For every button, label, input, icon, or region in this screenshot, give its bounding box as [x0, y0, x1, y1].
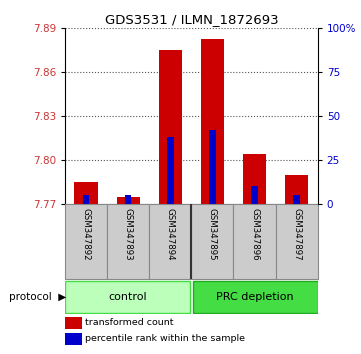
- Text: GSM347894: GSM347894: [166, 208, 175, 260]
- Text: transformed count: transformed count: [85, 318, 174, 327]
- FancyBboxPatch shape: [193, 281, 318, 313]
- Bar: [251, 186, 258, 204]
- FancyBboxPatch shape: [65, 316, 82, 329]
- Text: percentile rank within the sample: percentile rank within the sample: [85, 334, 245, 343]
- FancyBboxPatch shape: [65, 281, 190, 313]
- FancyBboxPatch shape: [107, 204, 149, 279]
- Bar: [209, 130, 216, 204]
- Text: protocol  ▶: protocol ▶: [9, 292, 67, 302]
- Text: GSM347892: GSM347892: [82, 208, 91, 260]
- Bar: [125, 195, 131, 204]
- Text: control: control: [108, 292, 147, 302]
- FancyBboxPatch shape: [65, 333, 82, 345]
- Text: GSM347893: GSM347893: [124, 208, 132, 260]
- Bar: [243, 154, 266, 204]
- FancyBboxPatch shape: [65, 204, 107, 279]
- Text: PRC depletion: PRC depletion: [216, 292, 294, 302]
- FancyBboxPatch shape: [149, 204, 191, 279]
- Bar: [167, 137, 174, 204]
- FancyBboxPatch shape: [275, 204, 318, 279]
- FancyBboxPatch shape: [191, 204, 234, 279]
- Bar: [74, 182, 97, 204]
- Text: GSM347897: GSM347897: [292, 208, 301, 260]
- FancyBboxPatch shape: [234, 204, 275, 279]
- Bar: [293, 195, 300, 204]
- Bar: [285, 175, 308, 204]
- Title: GDS3531 / ILMN_1872693: GDS3531 / ILMN_1872693: [105, 13, 278, 26]
- Bar: [83, 195, 89, 204]
- Text: GSM347896: GSM347896: [250, 208, 259, 260]
- Bar: [201, 39, 224, 204]
- Text: GSM347895: GSM347895: [208, 208, 217, 260]
- Bar: [117, 196, 140, 204]
- Bar: [159, 50, 182, 204]
